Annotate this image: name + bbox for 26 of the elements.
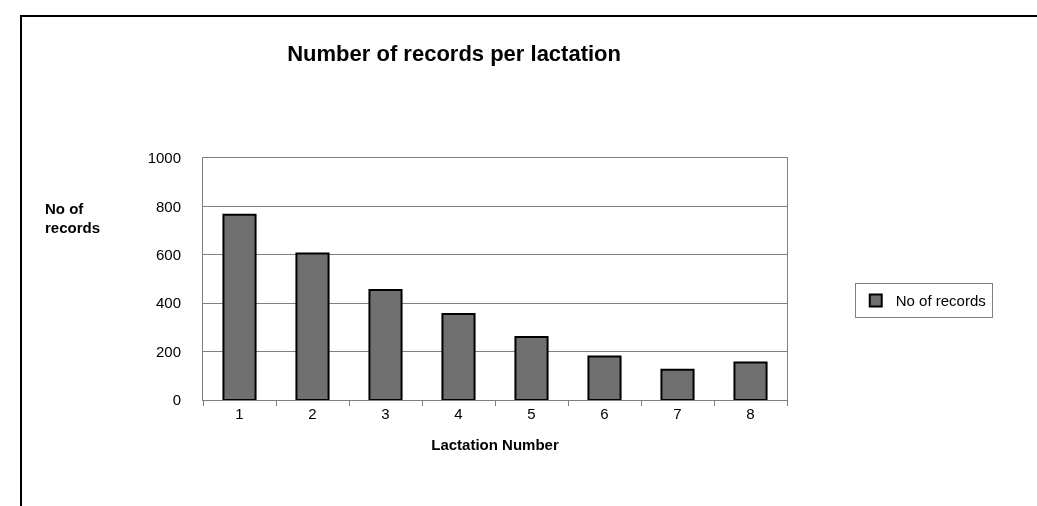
bar xyxy=(222,213,257,400)
x-tick-label: 3 xyxy=(381,405,390,422)
chart-title: Number of records per lactation xyxy=(287,40,621,66)
x-tick-label: 2 xyxy=(308,405,317,422)
y-axis-title: No of records xyxy=(45,199,102,237)
y-tick-label: 600 xyxy=(155,246,181,264)
x-tick-label: 6 xyxy=(600,405,609,422)
x-tick-label: 1 xyxy=(235,405,244,422)
bar xyxy=(295,252,330,400)
bar xyxy=(587,355,622,400)
bar xyxy=(514,336,549,400)
y-tick-label: 200 xyxy=(155,342,181,360)
legend-label: No of records xyxy=(895,292,986,310)
x-tick-label: 5 xyxy=(527,405,536,422)
y-tick-label: 0 xyxy=(172,391,181,409)
y-tick-label: 400 xyxy=(155,294,181,312)
x-tick-label: 4 xyxy=(454,405,463,422)
bar xyxy=(660,368,695,400)
x-axis-title: Lactation Number xyxy=(431,436,559,453)
y-tick-label: 1000 xyxy=(147,149,181,167)
y-tick-label: 800 xyxy=(155,197,181,215)
x-tick-label: 7 xyxy=(673,405,682,422)
x-tick-label: 8 xyxy=(746,405,755,422)
bar xyxy=(368,288,403,400)
bar xyxy=(733,361,768,400)
bar xyxy=(441,313,476,400)
